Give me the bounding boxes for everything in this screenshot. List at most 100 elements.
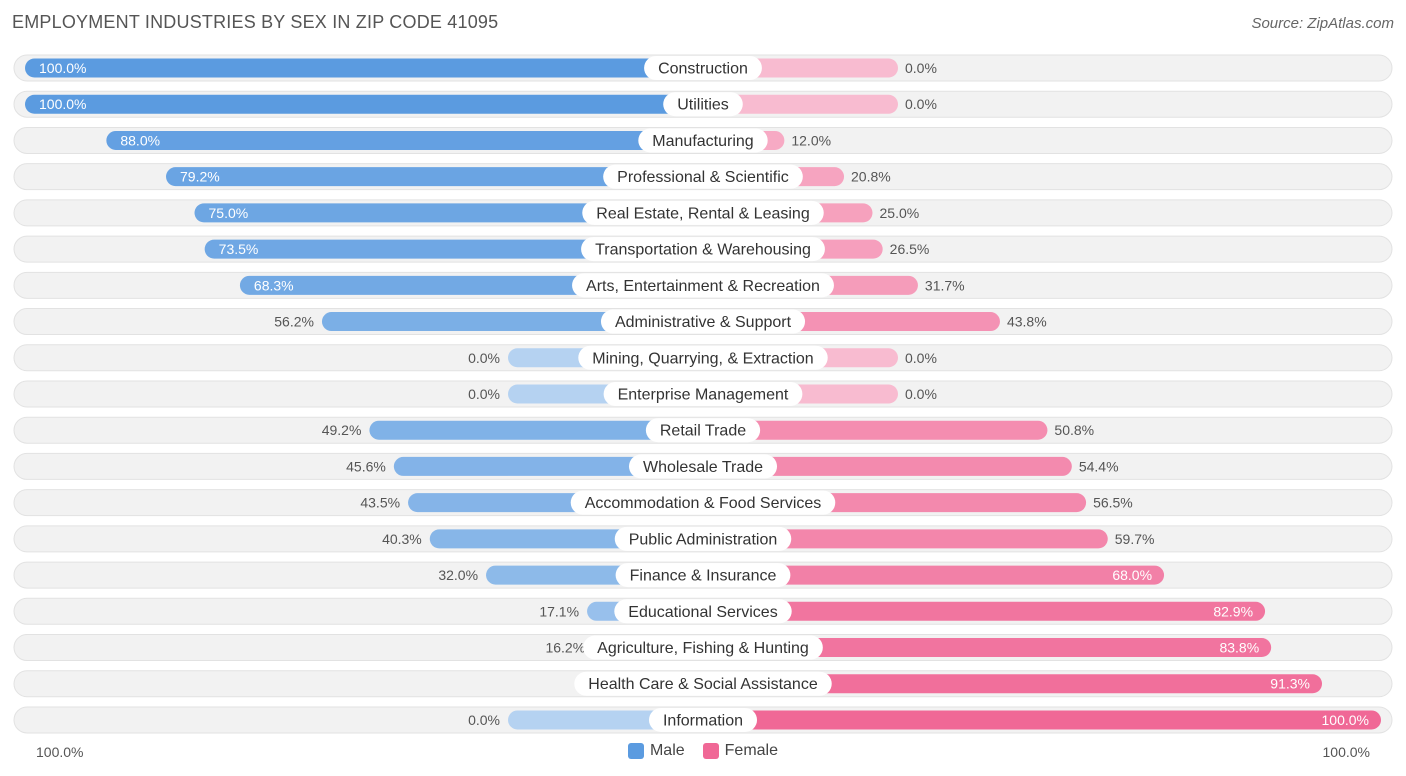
female-bar: [703, 710, 1381, 730]
female-value-label: 0.0%: [905, 60, 937, 76]
category-label: Accommodation & Food Services: [585, 495, 822, 512]
male-bar: [204, 239, 704, 259]
legend-label-female: Female: [724, 742, 779, 759]
male-value-label: 43.5%: [360, 495, 400, 511]
category-pill: [663, 92, 743, 117]
male-value-label: 75.0%: [209, 205, 249, 221]
female-value-label: 31.7%: [925, 277, 965, 293]
category-label: Real Estate, Rental & Leasing: [596, 205, 809, 222]
category-label: Retail Trade: [660, 423, 746, 440]
category-pill: [614, 526, 792, 551]
category-label: Professional & Scientific: [617, 169, 789, 186]
female-value-label: 68.0%: [1112, 567, 1152, 583]
category-label: Manufacturing: [652, 133, 753, 150]
male-bar: [166, 167, 704, 187]
legend: Male Female: [0, 742, 1406, 760]
female-value-label: 0.0%: [905, 386, 937, 402]
female-value-label: 56.5%: [1093, 495, 1133, 511]
axis-left-label: 100.0%: [36, 744, 84, 760]
category-pill: [603, 164, 803, 189]
category-pill: [615, 563, 791, 588]
male-bar: [106, 130, 704, 150]
category-label: Health Care & Social Assistance: [588, 676, 818, 693]
category-pill: [638, 128, 768, 153]
male-value-label: 40.3%: [382, 531, 422, 547]
legend-item-female[interactable]: Female: [702, 742, 779, 760]
category-label: Arts, Entertainment & Recreation: [586, 278, 820, 295]
source-label: Source: ZipAtlas.com: [1251, 15, 1394, 32]
category-label: Mining, Quarrying, & Extraction: [592, 350, 813, 367]
male-bar: [25, 58, 703, 78]
category-pill: [578, 345, 828, 370]
female-bar: [703, 601, 1266, 621]
female-value-label: 50.8%: [1054, 422, 1094, 438]
male-value-label: 100.0%: [39, 60, 86, 76]
female-bar: [703, 674, 1323, 694]
male-bar: [369, 420, 703, 440]
category-label: Public Administration: [629, 531, 778, 548]
female-value-label: 54.4%: [1079, 458, 1119, 474]
male-bar: [25, 94, 703, 114]
chart-title: EMPLOYMENT INDUSTRIES BY SEX IN ZIP CODE…: [12, 12, 499, 32]
category-pill: [582, 200, 824, 225]
male-value-label: 0.0%: [468, 350, 500, 366]
male-value-label: 16.2%: [545, 640, 585, 656]
category-label: Information: [663, 712, 743, 729]
male-value-label: 45.6%: [346, 458, 386, 474]
category-label: Enterprise Management: [618, 386, 789, 403]
female-value-label: 12.0%: [791, 132, 831, 148]
female-value-label: 59.7%: [1115, 531, 1155, 547]
category-pill: [645, 418, 761, 443]
category-label: Construction: [658, 61, 748, 78]
category-pill: [581, 237, 825, 262]
category-label: Utilities: [677, 97, 729, 114]
female-value-label: 20.8%: [851, 169, 891, 185]
female-bar: [703, 529, 1108, 549]
category-pill: [600, 309, 806, 334]
female-value-label: 26.5%: [890, 241, 930, 257]
female-bar: [703, 420, 1048, 440]
male-value-label: 0.0%: [468, 386, 500, 402]
legend-swatch-female: [702, 743, 719, 759]
female-value-label: 82.9%: [1213, 603, 1253, 619]
category-label: Finance & Insurance: [630, 568, 777, 585]
male-value-label: 68.3%: [254, 277, 294, 293]
female-value-label: 0.0%: [905, 350, 937, 366]
female-bar: [703, 565, 1165, 585]
male-value-label: 73.5%: [219, 241, 259, 257]
category-pill: [583, 635, 823, 660]
male-value-label: 0.0%: [468, 712, 500, 728]
male-value-label: 17.1%: [539, 603, 579, 619]
female-bar: [703, 456, 1072, 476]
category-label: Wholesale Trade: [643, 459, 763, 476]
category-pill: [648, 707, 758, 732]
female-value-label: 25.0%: [880, 205, 920, 221]
legend-swatch-male: [627, 743, 644, 759]
male-value-label: 32.0%: [438, 567, 478, 583]
category-label: Administrative & Support: [615, 314, 792, 331]
category-pill: [572, 273, 834, 298]
male-bar: [194, 203, 703, 223]
category-label: Transportation & Warehousing: [595, 242, 811, 259]
male-bar: [393, 456, 703, 476]
female-value-label: 100.0%: [1322, 712, 1369, 728]
female-value-label: 0.0%: [905, 96, 937, 112]
axis-right-label: 100.0%: [1322, 744, 1370, 760]
male-value-label: 79.2%: [180, 169, 220, 185]
category-pill: [614, 599, 792, 624]
male-value-label: 49.2%: [322, 422, 362, 438]
female-bar: [703, 638, 1272, 658]
category-pill: [644, 56, 762, 80]
male-value-label: 100.0%: [39, 96, 86, 112]
male-value-label: 88.0%: [120, 132, 160, 148]
legend-label-male: Male: [649, 742, 685, 759]
female-value-label: 43.8%: [1007, 314, 1047, 330]
female-value-label: 91.3%: [1270, 676, 1310, 692]
category-label: Agriculture, Fishing & Hunting: [597, 640, 809, 657]
female-value-label: 83.8%: [1219, 640, 1259, 656]
category-pill: [628, 454, 778, 479]
legend-item-male[interactable]: Male: [627, 742, 685, 760]
category-pill: [570, 490, 836, 515]
category-label: Educational Services: [628, 604, 777, 621]
